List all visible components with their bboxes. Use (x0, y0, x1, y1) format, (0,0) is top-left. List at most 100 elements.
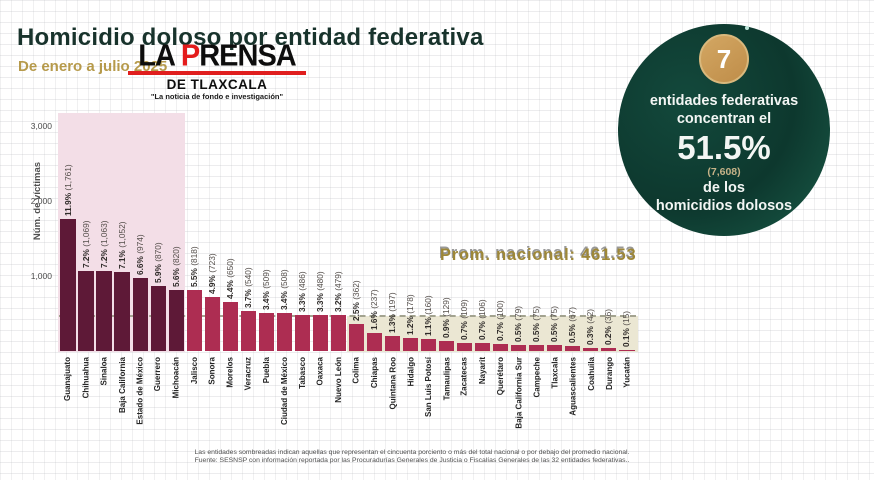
bar-count: (129) (441, 297, 452, 320)
bar-count: (870) (152, 242, 163, 264)
bar-count: (723) (206, 253, 217, 275)
bar (565, 345, 581, 351)
x-axis-label: Sinaloa (99, 357, 109, 386)
bar (384, 336, 401, 351)
bar-count: (818) (188, 246, 199, 268)
bar-value-label: 4.9% (723) (206, 253, 217, 294)
bar-count: (362) (350, 280, 361, 302)
bar-value-label: 3.3% (486) (296, 270, 307, 312)
bar-count: (109) (459, 299, 470, 321)
bar-value-label: 7.2% (1,069) (80, 220, 91, 268)
x-axis-label: Michoacán (171, 357, 181, 399)
x-axis-label: Tlaxcala (550, 357, 560, 389)
badge-count: (7,608) (707, 166, 741, 178)
bar-value-label: 3.3% (480) (314, 271, 325, 312)
bar-value-label: 5.6% (820) (170, 245, 181, 287)
bar-value-label: 0.9% (129) (441, 297, 452, 339)
bar-value-label: 1.2% (178) (405, 294, 415, 335)
bar-value-label: 0.5% (75) (531, 306, 542, 343)
bar-count: (1,069) (80, 220, 91, 249)
bar (601, 348, 617, 351)
bar-count: (42) (585, 308, 596, 326)
bar-percent: 0.5% (531, 323, 542, 343)
bar-value-label: 0.2% (36) (603, 309, 614, 346)
bar (439, 341, 455, 351)
bar-count: (75) (531, 306, 542, 324)
badge-line4: homicidios dolosos (655, 198, 793, 214)
x-axis-label: Estado de México (135, 357, 145, 425)
footnote-line2: Fuente: SESNSP con información reportada… (194, 457, 630, 465)
bar-value-label: 0.5% (67) (567, 307, 578, 343)
bar-count: (15) (621, 310, 632, 328)
bar-value-label: 5.5% (818) (188, 246, 199, 287)
bar-count: (160) (423, 295, 434, 318)
bar (475, 343, 491, 351)
bar (348, 323, 365, 351)
bar-count: (100) (495, 299, 506, 322)
x-axis-label: Nayarit (478, 357, 488, 385)
bar-value-label: 3.7% (540) (242, 267, 253, 308)
x-axis-label: Hidalgo (406, 357, 416, 387)
bar-value-label: 1.6% (237) (369, 290, 379, 331)
bar-value-label: 0.3% (42) (585, 308, 596, 345)
x-axis-label: Ciudad de México (279, 357, 289, 426)
bar-value-label: 4.4% (650) (224, 258, 235, 300)
bar-percent: 0.2% (603, 326, 614, 346)
bar-count: (1,063) (98, 220, 109, 250)
x-axis-label: Veracruz (243, 357, 253, 391)
bar-count: (106) (477, 299, 488, 322)
bar-value-label: 0.5% (79) (513, 306, 524, 343)
bar-percent: 7.2% (98, 249, 109, 269)
x-axis-label: Chiapas (370, 357, 379, 389)
bar (421, 339, 437, 351)
bar-percent: 0.7% (477, 321, 488, 341)
bar-percent: 3.7% (242, 288, 253, 308)
la-prensa-logo: LA PRENSA DE TLAXCALA "La noticia de fon… (126, 41, 308, 102)
x-axis-label: Coahuila (586, 357, 596, 391)
bar-count: (486) (296, 270, 307, 293)
bar (312, 315, 328, 351)
bar-value-label: 2.5% (362) (350, 280, 361, 321)
x-axis-label: Campeche (532, 357, 542, 398)
bar-percent: 0.1% (621, 327, 632, 347)
bar-percent: 3.4% (278, 290, 289, 310)
bar (78, 270, 94, 351)
bar (529, 345, 545, 351)
bar (204, 296, 220, 351)
bar-percent: 0.5% (513, 323, 524, 343)
bar-percent: 1.6% (369, 311, 379, 331)
bar-value-label: 11.9% (1,761) (62, 164, 73, 216)
x-axis-label: Nuevo León (333, 357, 343, 403)
y-axis-tick-label: 3,000 (30, 121, 52, 131)
bar (96, 271, 112, 351)
x-axis-label: Morelos (225, 357, 235, 388)
bar (294, 314, 310, 351)
bar (547, 345, 563, 351)
bar-percent: 6.6% (134, 256, 145, 275)
bar-percent: 0.5% (567, 324, 578, 343)
bar (258, 312, 274, 351)
bar (60, 218, 76, 351)
bar (222, 302, 238, 351)
bar-percent: 3.4% (260, 290, 271, 310)
bar-count: (480) (314, 271, 325, 294)
bar-count: (820) (170, 245, 181, 268)
x-axis-label: Yucatán (622, 357, 632, 388)
logo-red-letter: P (180, 39, 200, 73)
bar-value-label: 1.1% (160) (423, 295, 434, 336)
bar-percent: 11.9% (62, 192, 73, 216)
x-axis-label: San Luis Potosí (424, 357, 434, 418)
bar-value-label: 5.9% (870) (152, 242, 163, 283)
bar-value-label: 3.2% (479) (333, 271, 343, 312)
x-axis-label: Durango (604, 357, 614, 390)
bar-count: (197) (387, 292, 398, 315)
bar-count: (650) (224, 258, 235, 281)
x-axis-label: Oaxaca (315, 357, 325, 386)
x-axis-label: Baja California (117, 357, 127, 414)
page-title: Homicidio doloso por entidad federativa (17, 24, 484, 51)
bar-count: (75) (549, 306, 560, 324)
cursor-dot (745, 26, 749, 30)
bar (276, 312, 292, 351)
logo-region: DE TLAXCALA (166, 77, 268, 92)
